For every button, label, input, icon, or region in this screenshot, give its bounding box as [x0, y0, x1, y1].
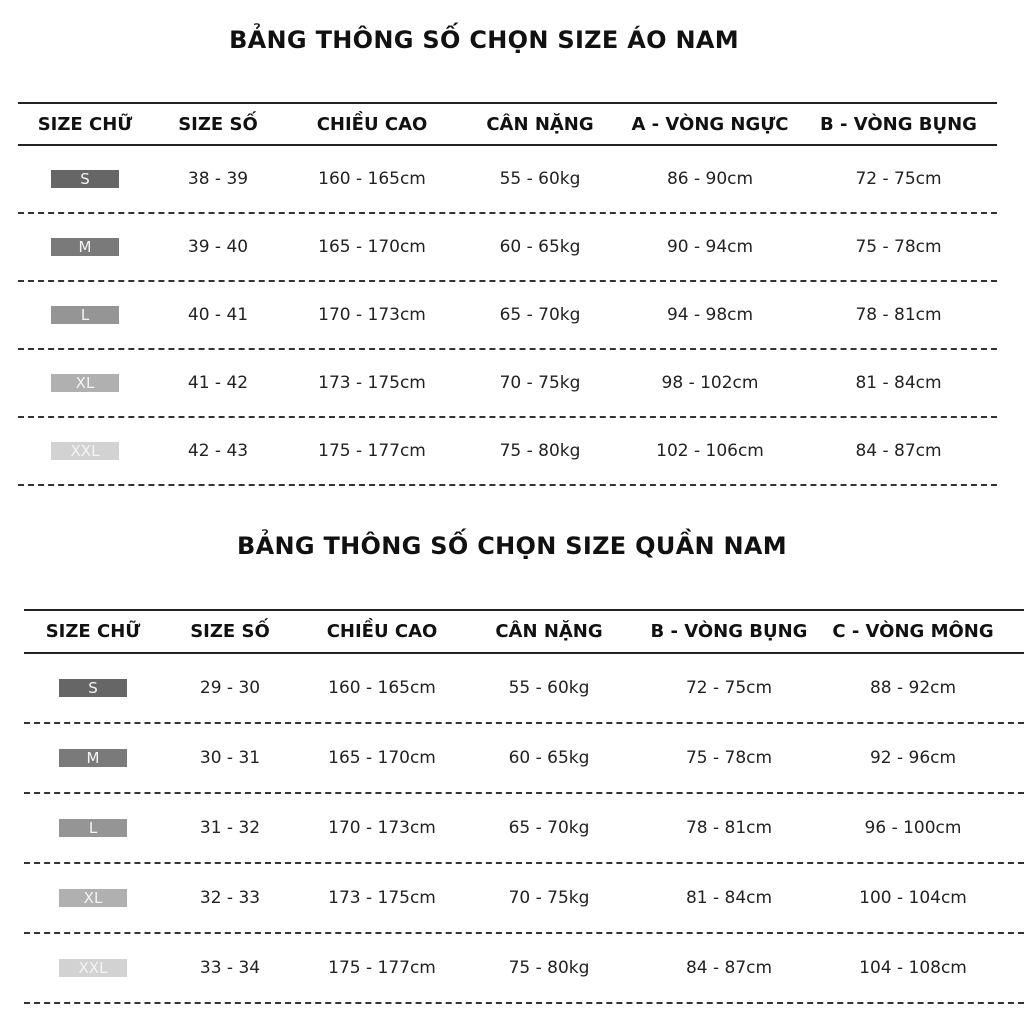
- size-badge: XL: [51, 374, 119, 392]
- size-badge: S: [51, 170, 119, 188]
- cell-measure-2: 96 - 100cm: [864, 818, 962, 838]
- cell-height: 175 - 177cm: [328, 958, 436, 978]
- cell-size-number: 42 - 43: [187, 441, 249, 461]
- size-badge: M: [51, 238, 119, 256]
- cell-size-letter: XXL: [24, 958, 162, 978]
- table-row: S 38 - 39 160 - 165cm 55 - 60kg 86 - 90cm 72 …: [18, 146, 997, 214]
- cell-weight: 70 - 75kg: [508, 888, 590, 908]
- cell-measure-1: 102 - 106cm: [656, 441, 764, 461]
- column-header-measure-1: B - VÒNG BỤNG: [650, 621, 808, 642]
- cell-size-number: 38 - 39: [187, 169, 249, 189]
- cell-height: 170 - 173cm: [328, 818, 436, 838]
- cell-weight: 75 - 80kg: [508, 958, 590, 978]
- cell-measure-2: 81 - 84cm: [855, 373, 942, 393]
- column-header-weight: CÂN NẶNG: [486, 113, 594, 135]
- column-header-size-letter: SIZE CHỮ: [45, 621, 141, 642]
- cell-measure-1: 75 - 78cm: [685, 748, 773, 768]
- cell-weight: 75 - 80kg: [499, 441, 581, 461]
- size-badge: L: [59, 819, 127, 837]
- cell-weight: 55 - 60kg: [499, 169, 581, 189]
- cell-size-letter: M: [24, 748, 162, 768]
- cell-height: 165 - 170cm: [318, 237, 426, 257]
- cell-height: 160 - 165cm: [328, 678, 436, 698]
- cell-size-letter: XXL: [18, 441, 152, 461]
- cell-size-letter: S: [18, 169, 152, 189]
- cell-weight: 65 - 70kg: [499, 305, 581, 325]
- cell-weight: 55 - 60kg: [508, 678, 590, 698]
- table-row: M 30 - 31 165 - 170cm 60 - 65kg 75 - 78cm 92 …: [24, 724, 1024, 794]
- cell-size-letter: S: [24, 678, 162, 698]
- cell-measure-2: 88 - 92cm: [869, 678, 957, 698]
- header-row: SIZE CHỮ SIZE SỐ CHIỀU CAO CÂN NẶNG B - VÒNG…: [24, 609, 1024, 654]
- cell-measure-2: 72 - 75cm: [855, 169, 942, 189]
- cell-height: 160 - 165cm: [318, 169, 426, 189]
- column-header-measure-1: A - VÒNG NGỰC: [631, 113, 789, 135]
- table-row: M 39 - 40 165 - 170cm 60 - 65kg 90 - 94cm 75 …: [18, 214, 997, 282]
- header-row: SIZE CHỮ SIZE SỐ CHIỀU CAO CÂN NẶNG A - VÒNG…: [18, 102, 997, 146]
- cell-weight: 60 - 65kg: [508, 748, 590, 768]
- cell-measure-2: 104 - 108cm: [859, 958, 967, 978]
- table-row: L 31 - 32 170 - 173cm 65 - 70kg 78 - 81cm 96 …: [24, 794, 1024, 864]
- cell-size-number: 33 - 34: [199, 958, 261, 978]
- cell-measure-1: 94 - 98cm: [666, 305, 754, 325]
- cell-height: 165 - 170cm: [328, 748, 436, 768]
- cell-height: 175 - 177cm: [318, 441, 426, 461]
- cell-measure-2: 75 - 78cm: [855, 237, 942, 257]
- cell-size-number: 40 - 41: [187, 305, 249, 325]
- cell-height: 173 - 175cm: [318, 373, 426, 393]
- cell-size-letter: XL: [24, 888, 162, 908]
- column-header-weight: CÂN NẶNG: [495, 621, 603, 642]
- cell-weight: 70 - 75kg: [499, 373, 581, 393]
- size-badge: XXL: [59, 959, 127, 977]
- column-header-height: CHIỀU CAO: [316, 113, 428, 135]
- cell-measure-2: 78 - 81cm: [855, 305, 942, 325]
- cell-size-letter: L: [18, 305, 152, 325]
- cell-measure-1: 81 - 84cm: [685, 888, 773, 908]
- cell-weight: 60 - 65kg: [499, 237, 581, 257]
- cell-measure-2: 84 - 87cm: [855, 441, 942, 461]
- cell-height: 173 - 175cm: [328, 888, 436, 908]
- pants-size-table: SIZE CHỮ SIZE SỐ CHIỀU CAO CÂN NẶNG B - VÒNG…: [24, 609, 1024, 1004]
- cell-measure-1: 78 - 81cm: [685, 818, 773, 838]
- column-header-measure-2: C - VÒNG MÔNG: [832, 621, 994, 642]
- pants-size-title: BẢNG THÔNG SỐ CHỌN SIZE QUẦN NAM: [236, 532, 787, 560]
- shirt-size-table: SIZE CHỮ SIZE SỐ CHIỀU CAO CÂN NẶNG A - VÒNG…: [18, 102, 997, 486]
- column-header-height: CHIỀU CAO: [326, 621, 438, 642]
- cell-size-number: 32 - 33: [199, 888, 261, 908]
- cell-size-letter: XL: [18, 373, 152, 393]
- table-row: XXL 42 - 43 175 - 177cm 75 - 80kg 102 - 106c…: [18, 418, 997, 486]
- cell-size-number: 30 - 31: [199, 748, 261, 768]
- size-badge: M: [59, 749, 127, 767]
- cell-measure-1: 72 - 75cm: [685, 678, 773, 698]
- cell-size-letter: L: [24, 818, 162, 838]
- cell-size-letter: M: [18, 237, 152, 257]
- table-row: XL 32 - 33 173 - 175cm 70 - 75kg 81 - 84cm 10…: [24, 864, 1024, 934]
- cell-weight: 65 - 70kg: [508, 818, 590, 838]
- cell-size-number: 29 - 30: [199, 678, 261, 698]
- table-row: S 29 - 30 160 - 165cm 55 - 60kg 72 - 75cm 88 …: [24, 654, 1024, 724]
- cell-measure-1: 98 - 102cm: [661, 373, 759, 393]
- size-badge: XL: [59, 889, 127, 907]
- cell-measure-2: 92 - 96cm: [869, 748, 957, 768]
- table-row: XL 41 - 42 173 - 175cm 70 - 75kg 98 - 102cm 8…: [18, 350, 997, 418]
- column-header-size-number: SIZE SỐ: [178, 113, 258, 135]
- column-header-measure-2: B - VÒNG BỤNG: [820, 113, 977, 135]
- cell-size-number: 39 - 40: [187, 237, 249, 257]
- cell-measure-1: 84 - 87cm: [685, 958, 773, 978]
- shirt-size-title: BẢNG THÔNG SỐ CHỌN SIZE ÁO NAM: [229, 26, 739, 54]
- table-row: L 40 - 41 170 - 173cm 65 - 70kg 94 - 98cm 78 …: [18, 282, 997, 350]
- column-header-size-number: SIZE SỐ: [190, 621, 270, 642]
- cell-measure-1: 86 - 90cm: [666, 169, 754, 189]
- size-badge: L: [51, 306, 119, 324]
- size-badge: XXL: [51, 442, 119, 460]
- size-badge: S: [59, 679, 127, 697]
- cell-size-number: 41 - 42: [187, 373, 249, 393]
- cell-measure-2: 100 - 104cm: [859, 888, 967, 908]
- cell-size-number: 31 - 32: [199, 818, 261, 838]
- cell-measure-1: 90 - 94cm: [666, 237, 754, 257]
- cell-height: 170 - 173cm: [318, 305, 426, 325]
- column-header-size-letter: SIZE CHỮ: [37, 113, 133, 135]
- table-row: XXL 33 - 34 175 - 177cm 75 - 80kg 84 - 87cm 1…: [24, 934, 1024, 1004]
